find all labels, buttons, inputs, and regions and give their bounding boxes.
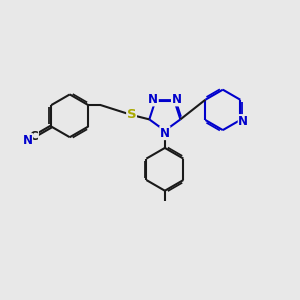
Text: N: N [160, 127, 170, 140]
Text: S: S [127, 108, 136, 122]
Text: C: C [30, 130, 38, 143]
Text: N: N [238, 115, 248, 128]
Text: N: N [22, 134, 32, 147]
Text: N: N [148, 93, 158, 106]
Text: N: N [172, 93, 182, 106]
